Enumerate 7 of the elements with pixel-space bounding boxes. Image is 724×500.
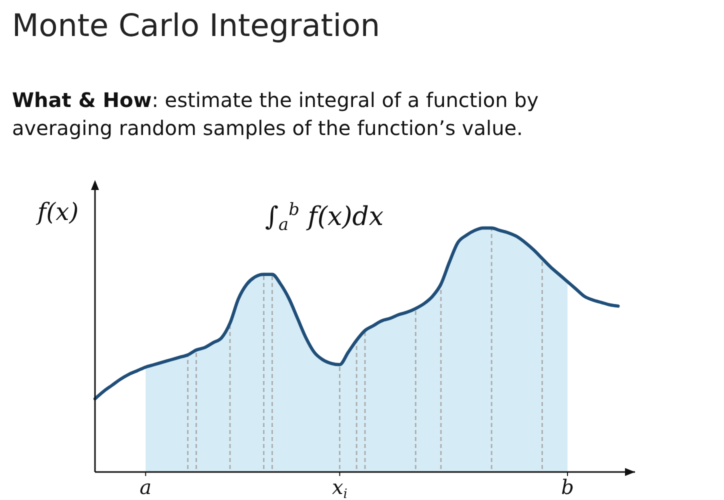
chart-title: Monte Carlo Integration <box>12 8 380 44</box>
x-tick-label: a <box>140 475 152 499</box>
chart-subtitle: What & How: estimate the integral of a function by averaging random samples of the function’s value. <box>12 88 539 140</box>
x-tick-label: x$_{i}$ <box>332 475 348 500</box>
annotation: ∫$_{a}$$^{b}$ f(x)dx <box>265 198 384 234</box>
y-axis-title: f(x) <box>35 198 79 226</box>
x-tick-label: b <box>561 475 574 499</box>
